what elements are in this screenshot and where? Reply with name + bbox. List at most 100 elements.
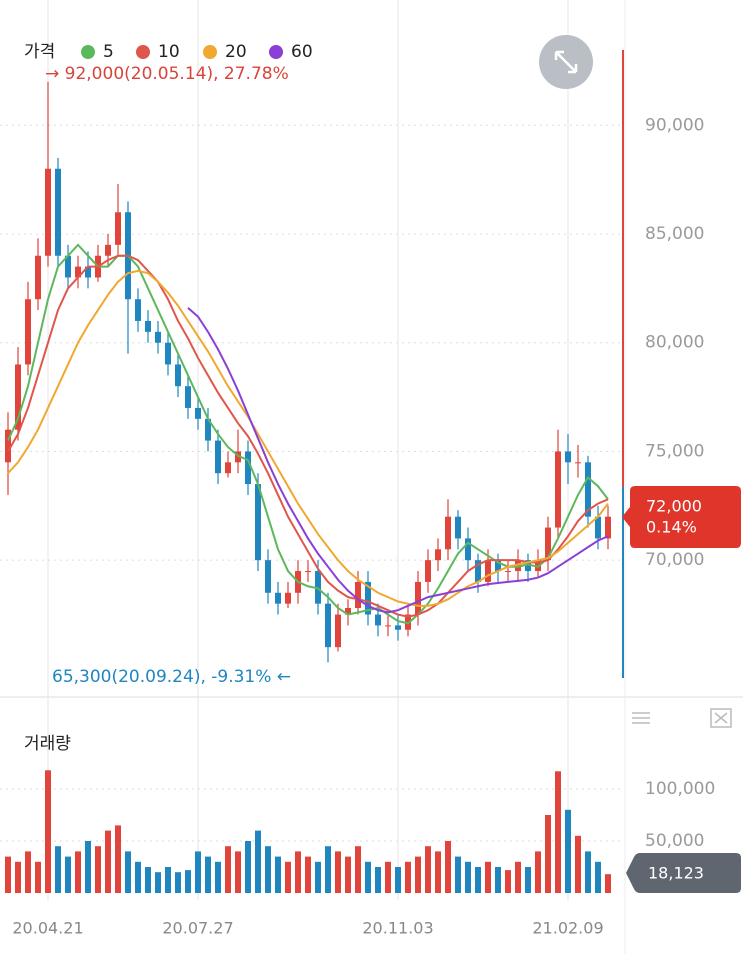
candle-body: [545, 527, 551, 561]
candle-body: [145, 320, 151, 332]
volume-bar: [425, 846, 431, 893]
candle-body: [195, 407, 201, 419]
x-tick-label: 20.11.03: [362, 919, 433, 938]
volume-bar: [95, 846, 101, 893]
volume-bar: [595, 861, 601, 893]
ma-line: [187, 307, 609, 614]
legend-label: 60: [291, 42, 313, 62]
candle-body: [75, 266, 81, 278]
volume-bar: [445, 841, 451, 893]
candle-body: [245, 451, 251, 485]
volume-bar: [235, 851, 241, 893]
candle-body: [355, 581, 361, 609]
volume-bar: [255, 830, 261, 893]
legend-marker: [81, 45, 95, 59]
volume-bar: [585, 851, 591, 893]
y-tick-label: 80,000: [645, 333, 704, 353]
x-tick-label: 20.04.21: [12, 919, 83, 938]
volume-bar: [605, 874, 611, 893]
candle-body: [435, 549, 441, 561]
volume-bar: [135, 861, 141, 893]
volume-bar: [515, 861, 521, 893]
candle-body: [505, 571, 511, 573]
candle-body: [305, 571, 311, 573]
candle-body: [585, 462, 591, 517]
candle-body: [165, 342, 171, 365]
volume-bar: [335, 851, 341, 893]
candle-body: [315, 571, 321, 604]
volume-bar: [315, 861, 321, 893]
candle-body: [485, 560, 491, 582]
volume-bar: [65, 856, 71, 893]
candle-body: [395, 625, 401, 630]
volume-bar: [155, 872, 161, 893]
candle-body: [565, 451, 571, 463]
volume-bar: [45, 770, 51, 893]
ma-line: [7, 269, 609, 607]
volume-bar: [575, 835, 581, 893]
volume-bar: [375, 867, 381, 893]
expand-button[interactable]: [539, 35, 593, 89]
ma-line: [7, 254, 609, 618]
volume-bar: [505, 870, 511, 893]
candle-body: [205, 418, 211, 441]
legend-marker: [269, 45, 283, 59]
volume-bar: [5, 856, 11, 893]
candle-body: [345, 608, 351, 615]
volume-bar: [465, 861, 471, 893]
candle-body: [495, 560, 501, 572]
candle-body: [325, 603, 331, 648]
legend-marker: [136, 45, 150, 59]
candle-body: [515, 560, 521, 572]
volume-bar: [195, 851, 201, 893]
last-volume: 18,123: [648, 864, 704, 883]
y-tick-label: 50,000: [645, 831, 704, 851]
candle-body: [5, 429, 11, 463]
volume-bar: [365, 861, 371, 893]
candle-body: [425, 560, 431, 582]
candle-body: [595, 516, 601, 539]
candle-body: [155, 331, 161, 343]
menu-icon[interactable]: [632, 712, 650, 724]
last-price: 72,000: [646, 497, 702, 516]
volume-bar: [495, 867, 501, 893]
volume-title: 거래량: [24, 734, 71, 754]
candle-body: [455, 516, 461, 539]
volume-bar: [405, 861, 411, 893]
expand-icon[interactable]: [554, 50, 578, 74]
candle-body: [265, 560, 271, 593]
max-annotation: → 92,000(20.05.14), 27.78%: [45, 64, 289, 84]
candle-body: [365, 581, 371, 615]
candle-body: [415, 581, 421, 615]
volume-bar: [565, 809, 571, 893]
y-tick-label: 70,000: [645, 550, 704, 570]
legend: 5 10 20 60: [81, 42, 313, 62]
candle-body: [335, 614, 341, 648]
candle-body: [275, 592, 281, 604]
volume-bar: [145, 867, 151, 893]
legend-label: 5: [103, 42, 114, 62]
candle-body: [605, 516, 611, 539]
volume-bar: [245, 841, 251, 893]
volume-bar: [305, 856, 311, 893]
volume-bar: [415, 856, 421, 893]
volume-bar: [225, 846, 231, 893]
volume-bar: [25, 851, 31, 893]
candle-body: [575, 462, 581, 464]
close-icon-cross[interactable]: [714, 712, 728, 724]
volume-bar: [115, 825, 121, 893]
volume-bar: [325, 846, 331, 893]
close-icon[interactable]: [710, 708, 732, 728]
y-tick-label: 85,000: [645, 224, 704, 244]
legend-label: 20: [225, 42, 247, 62]
candle-body: [65, 255, 71, 278]
candle-body: [35, 255, 41, 300]
last-change: 0.14%: [646, 518, 697, 537]
candle-body: [465, 538, 471, 561]
volume-bar: [525, 867, 531, 893]
y-tick-label: 75,000: [645, 441, 704, 461]
x-tick-label: 21.02.09: [532, 919, 603, 938]
volume-bar: [485, 861, 491, 893]
volume-bar: [175, 872, 181, 893]
